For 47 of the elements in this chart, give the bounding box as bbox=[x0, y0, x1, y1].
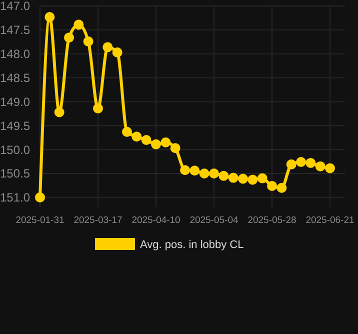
point bbox=[74, 20, 84, 30]
point bbox=[151, 139, 161, 150]
y-tick-label: 147.0 bbox=[0, 0, 30, 14]
point bbox=[44, 12, 55, 22]
y-tick-label: 151.0 bbox=[0, 190, 30, 205]
point bbox=[93, 103, 103, 114]
y-tick-label: 149.5 bbox=[0, 118, 30, 133]
point bbox=[199, 168, 210, 178]
y-tick-label: 150.0 bbox=[0, 142, 30, 157]
legend-label: Avg. pos. in lobby CL bbox=[140, 238, 244, 251]
y-tick-label: 148.0 bbox=[0, 47, 30, 62]
point bbox=[218, 170, 229, 181]
y-tick-label: 148.5 bbox=[0, 70, 30, 85]
y-tick-label: 147.5 bbox=[0, 23, 30, 38]
point bbox=[296, 157, 306, 168]
point bbox=[160, 137, 171, 148]
point bbox=[306, 158, 316, 168]
point bbox=[102, 42, 113, 52]
x-tick-label: 2025-05-04 bbox=[190, 215, 238, 226]
x-tick-label: 2025-01-31 bbox=[16, 215, 64, 226]
point bbox=[122, 126, 132, 137]
point bbox=[267, 180, 277, 191]
point bbox=[170, 143, 180, 154]
point bbox=[35, 192, 45, 202]
x-tick-label: 2025-06-21 bbox=[306, 215, 354, 226]
point bbox=[141, 135, 152, 145]
point bbox=[286, 159, 296, 170]
point bbox=[228, 172, 238, 183]
point bbox=[64, 32, 74, 43]
point bbox=[83, 36, 94, 46]
point bbox=[54, 107, 64, 118]
point bbox=[248, 174, 258, 185]
point bbox=[180, 165, 190, 176]
x-tick-label: 2025-05-28 bbox=[248, 215, 296, 226]
x-tick-label: 2025-03-17 bbox=[74, 215, 122, 226]
point bbox=[209, 168, 219, 178]
x-tick-label: 2025-04-10 bbox=[132, 215, 180, 226]
point bbox=[238, 174, 248, 184]
point bbox=[132, 132, 142, 142]
y-tick-label: 149.0 bbox=[0, 94, 30, 109]
point bbox=[112, 47, 122, 58]
point bbox=[257, 173, 268, 184]
point bbox=[325, 163, 335, 174]
point bbox=[190, 166, 200, 176]
point bbox=[276, 182, 287, 193]
point bbox=[315, 161, 326, 172]
y-tick-label: 150.5 bbox=[0, 166, 30, 181]
